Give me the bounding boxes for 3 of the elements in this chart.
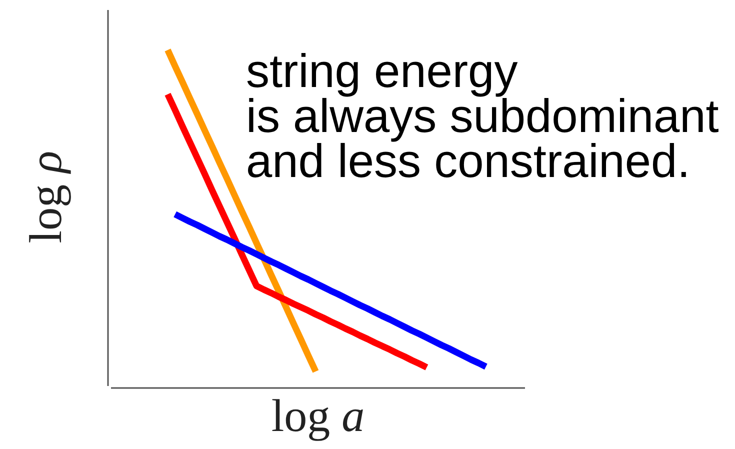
x-axis-title: log a <box>271 390 365 441</box>
y-axis-title: log ρ <box>20 150 71 244</box>
annotation: string energy is always subdominant and less constrained. <box>246 44 719 187</box>
